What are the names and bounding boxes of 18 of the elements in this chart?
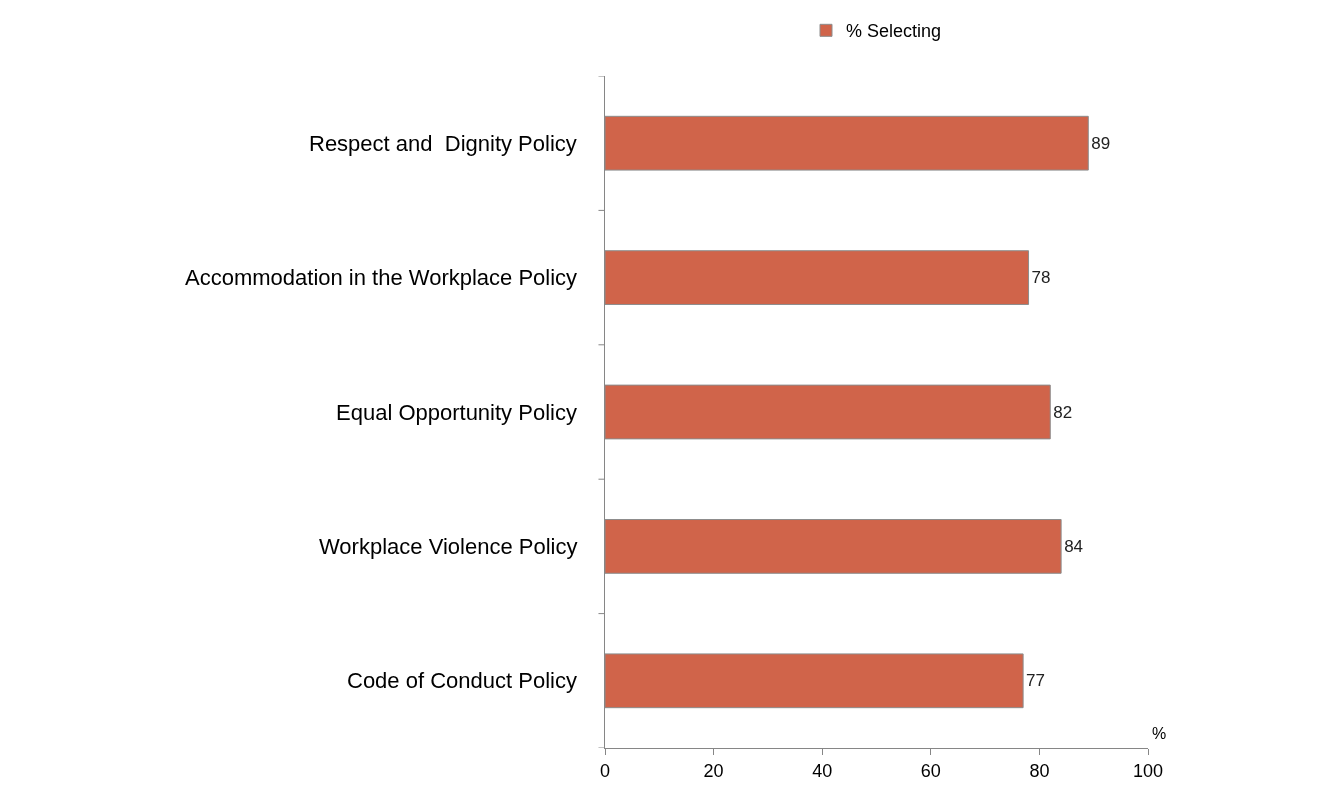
x-tick-label: 40	[812, 760, 833, 781]
y-tick-label: Accommodation in the Workplace Policy	[185, 265, 578, 290]
y-tick-label: Workplace Violence Policy	[319, 534, 578, 559]
data-label: 82	[1053, 402, 1073, 422]
x-axis-title: %	[1152, 725, 1167, 742]
data-label: 77	[1026, 671, 1046, 691]
x-tick-label: 60	[920, 760, 941, 781]
data-label: 89	[1091, 133, 1111, 153]
x-tick-label: 100	[1132, 760, 1164, 781]
data-label: 78	[1031, 268, 1051, 288]
y-tick-label: Code of Conduct Policy	[347, 668, 577, 693]
y-tick-label: Equal Opportunity Policy	[336, 400, 577, 425]
data-label: 84	[1064, 536, 1084, 556]
x-tick-label: 0	[599, 760, 611, 781]
x-tick-label: 80	[1029, 760, 1050, 781]
x-tick-label: 20	[703, 760, 724, 781]
y-tick-label: Respect and Dignity Policy	[309, 131, 577, 156]
legend-label: % Selecting	[846, 21, 942, 42]
